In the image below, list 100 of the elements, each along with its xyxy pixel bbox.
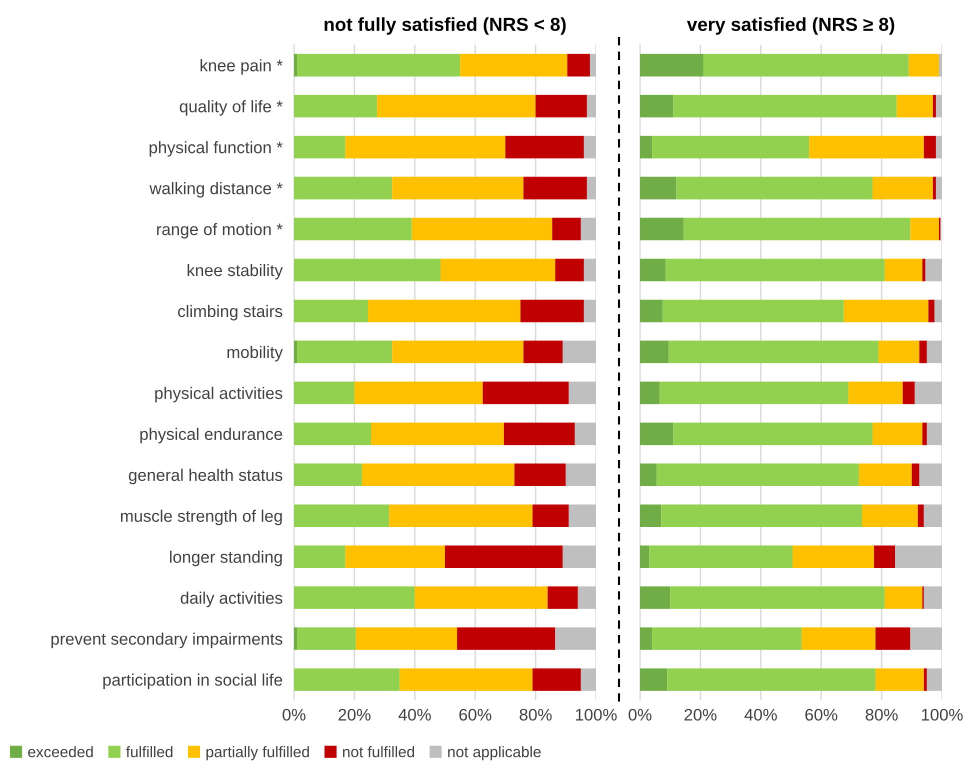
bar (586, 94, 596, 118)
y-tick-label: range of motion * (157, 222, 283, 239)
bar (345, 545, 445, 568)
y-tick-label: general health status (128, 468, 282, 484)
bar (662, 300, 844, 322)
bar (580, 668, 596, 691)
bar (562, 340, 596, 364)
bar (389, 504, 533, 528)
bar (548, 586, 578, 609)
bar (294, 545, 346, 568)
bar (532, 504, 569, 528)
bar (936, 94, 942, 118)
y-tick-label: physical function * (150, 141, 283, 157)
bar (932, 176, 936, 200)
bar (667, 668, 876, 691)
bar (297, 340, 392, 364)
bar (902, 382, 915, 404)
bar (844, 300, 928, 322)
bar (673, 422, 873, 446)
bar (400, 668, 533, 691)
y-tick-label: knee stability (188, 264, 283, 280)
bar (908, 54, 939, 76)
bar (872, 422, 922, 446)
x-tick-label: 80% (866, 708, 898, 721)
x-tick-label: 100% (576, 708, 617, 721)
y-tick-label: longer standing (170, 550, 282, 566)
y-tick-label: daily activities (180, 592, 282, 608)
bar (673, 94, 897, 118)
bar (862, 504, 918, 528)
bar (294, 340, 298, 364)
bar (536, 94, 587, 118)
bar (910, 218, 939, 240)
bar (567, 54, 590, 76)
y-tick-label: muscle strength of leg (120, 510, 282, 526)
bar (440, 258, 556, 282)
bar (590, 54, 596, 76)
bar (294, 627, 298, 650)
x-tick-label: 40% (744, 708, 777, 721)
bar (652, 136, 810, 158)
bar (640, 176, 676, 200)
x-tick-label: 20% (338, 708, 370, 721)
bar (294, 504, 390, 528)
bar (926, 668, 942, 691)
bar (294, 54, 298, 76)
bar (568, 504, 596, 528)
bar (294, 464, 362, 486)
bar (555, 627, 596, 650)
bar (640, 668, 668, 691)
bar (640, 545, 650, 568)
bar (362, 464, 514, 486)
y-tick-label: walking distance * (149, 182, 283, 198)
bar (640, 504, 662, 528)
bar (895, 545, 942, 568)
bar (936, 176, 942, 200)
bar (640, 627, 652, 650)
bar (520, 300, 584, 322)
bar (294, 422, 372, 446)
bar (660, 382, 848, 404)
bar (858, 464, 912, 486)
bar (925, 258, 942, 282)
bar (412, 218, 552, 240)
legend-label: not applicable (448, 746, 541, 760)
chart-title: very satisfied (NRS ≥ 8) (686, 17, 894, 35)
bar (568, 382, 596, 404)
bar (684, 218, 910, 240)
bar (792, 545, 874, 568)
bar (371, 422, 504, 446)
x-tick-label: 80% (520, 708, 552, 721)
bar (294, 382, 354, 404)
bar (919, 464, 942, 486)
legend-label: not fulfilled (343, 746, 414, 758)
bar (294, 176, 392, 200)
bar (936, 136, 942, 158)
bar (928, 300, 934, 322)
bar (670, 586, 885, 609)
bar (876, 668, 924, 691)
bar (524, 176, 587, 200)
bar (584, 300, 596, 322)
bar (884, 258, 922, 282)
x-tick-label: 60% (459, 708, 492, 721)
bar (294, 94, 378, 118)
bar (294, 668, 400, 691)
bar (514, 464, 566, 486)
bar (876, 627, 910, 650)
bar (878, 340, 920, 364)
bar (918, 504, 924, 528)
bar (294, 300, 368, 322)
y-tick-label: participation in social life (103, 674, 282, 690)
x-tick-label: 0% (628, 708, 652, 721)
bar (874, 545, 896, 568)
bar (562, 545, 596, 568)
y-tick-label: physical activities (155, 386, 282, 402)
bar (640, 54, 704, 76)
bar (640, 258, 666, 282)
bar (926, 340, 942, 364)
bar (640, 464, 657, 486)
bar (297, 54, 460, 76)
y-tick-label: mobility (228, 346, 283, 362)
bar (532, 668, 581, 691)
bar (574, 422, 596, 446)
